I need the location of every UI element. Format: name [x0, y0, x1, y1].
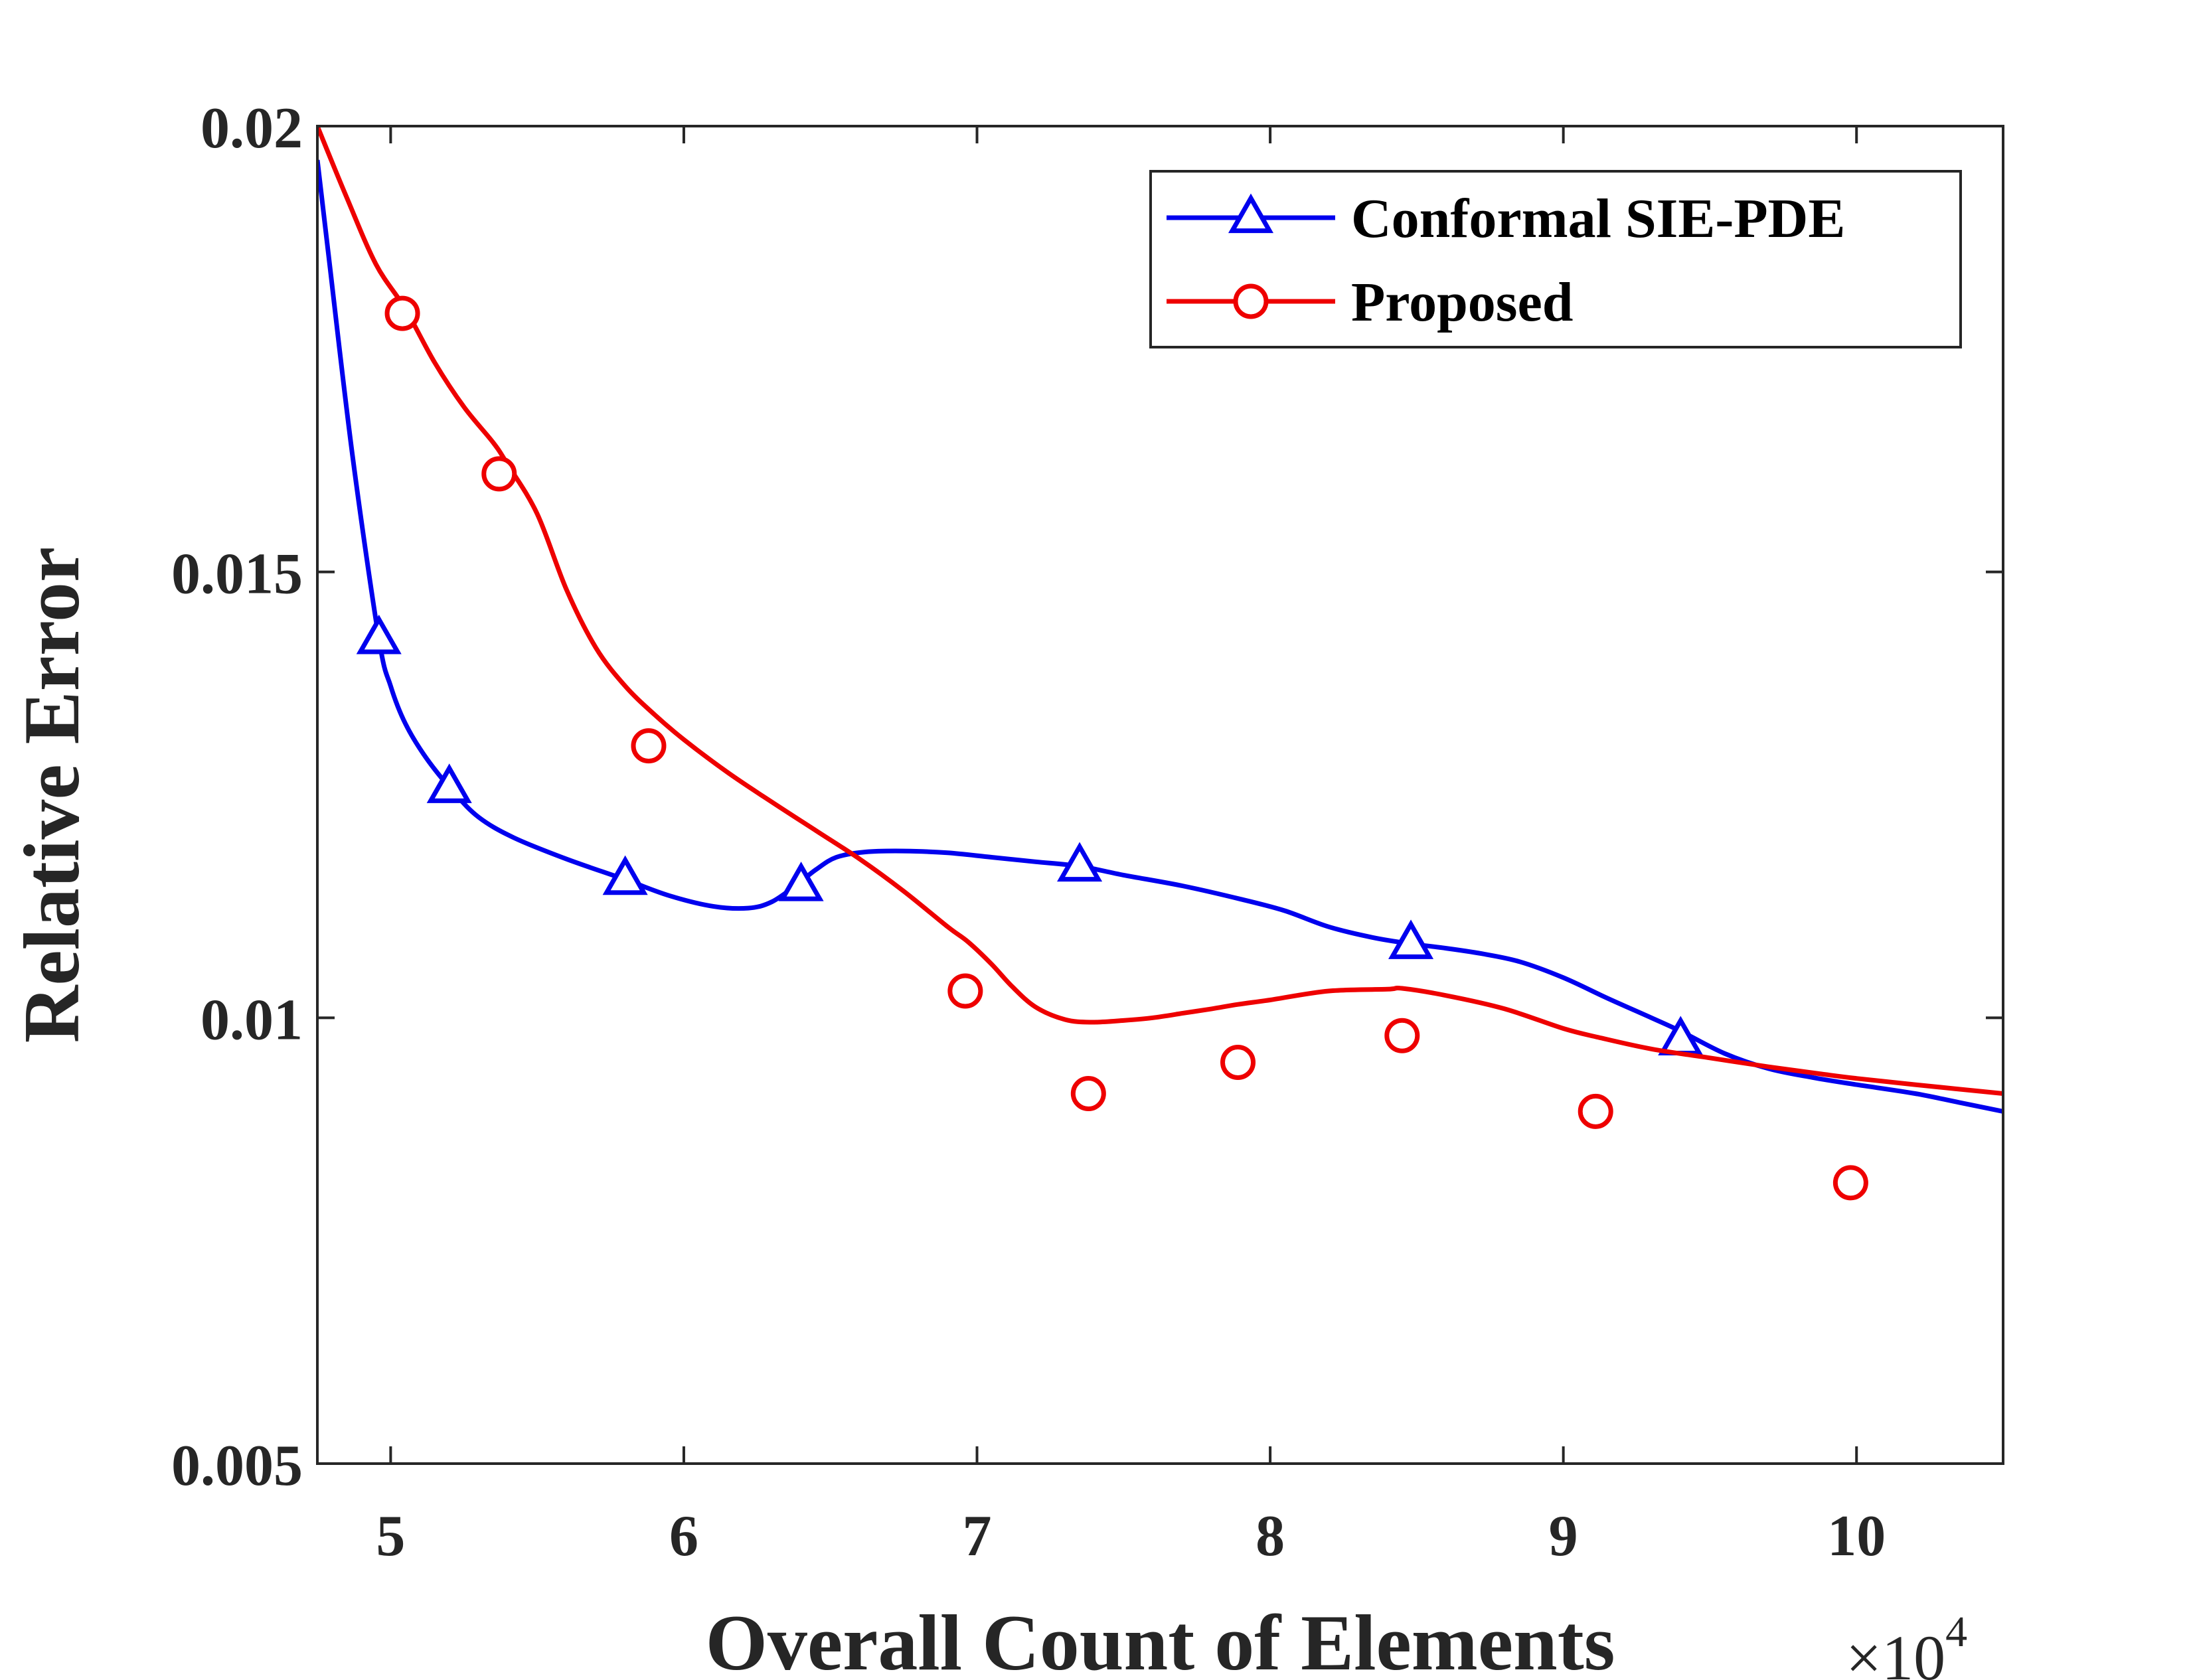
- legend-box: [1149, 170, 1962, 348]
- x-axis-label: Overall Count of Elements: [706, 1598, 1615, 1680]
- legend-label: Proposed: [1351, 271, 1573, 333]
- x-tick-label: 5: [376, 1504, 405, 1568]
- proposed-marker: [384, 295, 420, 331]
- series-proposed: [317, 126, 2003, 1201]
- conformal-sie-pde-marker: [1057, 842, 1103, 882]
- proposed-marker: [947, 973, 983, 1009]
- conformal-sie-pde-marker: [778, 862, 824, 901]
- conformal-sie-pde-marker: [1388, 919, 1434, 959]
- x-tick-label: 6: [669, 1504, 698, 1568]
- x-tick-label: 9: [1549, 1504, 1578, 1568]
- ticks-layer: 5 6 7 8 9 10 0.005 0.01 0.015 0.02: [171, 96, 2003, 1568]
- y-axis-label: Relative Error: [7, 547, 96, 1043]
- conformal-sie-pde-line: [317, 159, 2003, 1114]
- legend-label: Conformal SIE-PDE: [1351, 188, 1845, 250]
- legend-entry-conformal-sie-pde: Conformal SIE-PDE: [1167, 188, 1845, 250]
- x-axis-multiplier-exponent: 4: [1945, 1608, 1967, 1656]
- conformal-sie-pde-marker: [602, 855, 648, 895]
- x-tick-label: 10: [1827, 1504, 1886, 1568]
- proposed-marker: [1220, 1045, 1256, 1080]
- y-tick-label: 0.01: [201, 988, 303, 1052]
- x-axis-multiplier-base: ×10: [1846, 1622, 1945, 1680]
- x-tick-label: 8: [1256, 1504, 1285, 1568]
- legend-swatch-marker: [1233, 283, 1269, 319]
- proposed-marker: [631, 728, 667, 764]
- series-conformal-sie-pde: [317, 159, 2003, 1114]
- proposed-marker: [1832, 1165, 1868, 1201]
- legend-entry-proposed: Proposed: [1167, 271, 1573, 333]
- conformal-sie-pde-marker: [356, 614, 402, 654]
- legend-swatch-marker: [1228, 193, 1274, 234]
- x-tick-label: 7: [963, 1504, 992, 1568]
- proposed-marker: [1578, 1093, 1613, 1129]
- series-layer: [317, 126, 2003, 1201]
- y-tick-label: 0.015: [171, 542, 303, 607]
- legend: Conformal SIE-PDE Proposed: [1149, 170, 1962, 348]
- y-tick-label: 0.02: [201, 96, 303, 161]
- proposed-marker: [1070, 1076, 1106, 1112]
- conformal-sie-pde-marker: [426, 763, 472, 803]
- proposed-marker: [1384, 1018, 1420, 1053]
- y-tick-label: 0.005: [171, 1434, 303, 1498]
- axes-layer: [316, 125, 2004, 1465]
- x-axis-multiplier: ×104: [1846, 1608, 1967, 1680]
- proposed-marker: [481, 456, 517, 492]
- plot-frame: [316, 125, 2004, 1465]
